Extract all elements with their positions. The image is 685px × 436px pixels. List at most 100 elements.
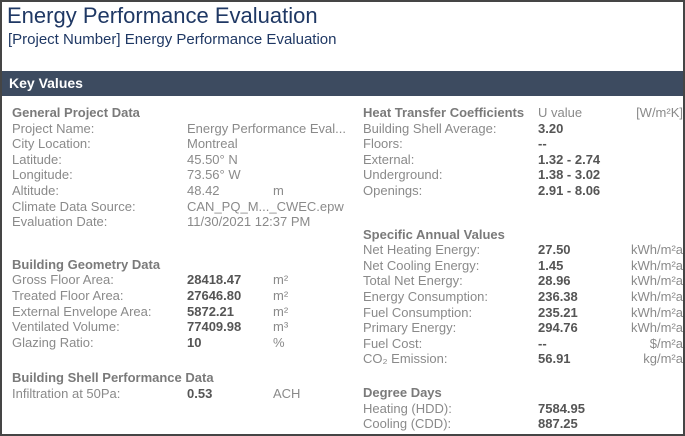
table-row: Cooling (CDD): 887.25 <box>363 416 683 432</box>
field-label: Underground: <box>363 167 443 183</box>
field-label: Openings: <box>363 182 423 198</box>
field-label: Fuel Cost: <box>363 335 423 351</box>
field-value: 3.20 <box>538 120 564 136</box>
section-heading: Building Geometry Data <box>12 256 161 272</box>
field-label: Gross Floor Area: <box>12 272 114 288</box>
field-unit: m² <box>273 303 289 319</box>
field-unit: m <box>273 182 284 198</box>
field-value: 56.91 <box>538 351 571 367</box>
field-label: Heating (HDD): <box>363 400 452 416</box>
table-row: Altitude: 48.42 m <box>12 183 357 199</box>
column-header-u-value: U value <box>538 105 583 120</box>
table-row: Total Net Energy: 28.96 kWh/m²a <box>363 273 683 289</box>
table-row: Net Cooling Energy: 1.45 kWh/m²a <box>363 258 683 274</box>
section-heading: Building Shell Performance Data <box>12 370 214 386</box>
field-label: Fuel Consumption: <box>363 304 473 320</box>
section-heading: Heat Transfer Coefficients <box>363 105 525 120</box>
section-building-geometry-data: Building Geometry Data Gross Floor Area:… <box>12 257 357 351</box>
field-value: 73.56° W <box>187 167 241 183</box>
field-label: Net Cooling Energy: <box>363 257 480 273</box>
field-label: Ventilated Volume: <box>12 319 120 335</box>
field-label: Primary Energy: <box>363 320 457 336</box>
section-heading-row: Heat Transfer Coefficients U value [W/m²K] <box>363 105 683 121</box>
table-row: City Location: Montreal <box>12 136 357 152</box>
field-value: -- <box>538 136 547 152</box>
table-row: Fuel Cost: -- $/m²a <box>363 336 683 352</box>
field-value: 27646.80 <box>187 287 242 303</box>
table-row: Energy Consumption: 236.38 kWh/m²a <box>363 289 683 305</box>
field-label: Treated Floor Area: <box>12 287 124 303</box>
table-row: External: 1.32 - 2.74 <box>363 152 683 168</box>
field-label: Net Heating Energy: <box>363 242 481 258</box>
table-row: Glazing Ratio: 10% <box>12 335 357 351</box>
field-unit: kg/m²a <box>643 351 683 367</box>
field-unit: % <box>273 334 285 350</box>
table-row: Latitude: 45.50° N <box>12 152 357 168</box>
column-header-unit: [W/m²K] <box>636 105 683 120</box>
field-value: 1.32 - 2.74 <box>538 151 601 167</box>
field-value: 28418.47 <box>187 272 242 288</box>
field-label: Building Shell Average: <box>363 120 497 136</box>
field-label: Longitude: <box>12 167 73 183</box>
table-row: Underground: 1.38 - 3.02 <box>363 167 683 183</box>
field-value: 1.45 <box>538 257 564 273</box>
field-label: Latitude: <box>12 151 62 167</box>
field-label: Floors: <box>363 136 403 152</box>
field-value: -- <box>538 335 547 351</box>
table-row: Building Shell Average: 3.20 <box>363 121 683 137</box>
section-building-shell-performance: Building Shell Performance Data Infiltra… <box>12 370 357 401</box>
field-unit: kWh/m²a <box>631 242 683 258</box>
section-heading: Specific Annual Values <box>363 226 505 242</box>
field-value: 294.76 <box>538 320 578 336</box>
table-row: Openings: 2.91 - 8.06 <box>363 183 683 199</box>
table-row: Treated Floor Area: 27646.80 m² <box>12 288 357 304</box>
field-label: Evaluation Date: <box>12 214 108 230</box>
table-row: Longitude: 73.56° W <box>12 167 357 183</box>
table-row: Evaluation Date: 11/30/2021 12:37 PM <box>12 214 357 230</box>
field-unit: kWh/m²a <box>631 304 683 320</box>
field-label: External: <box>363 151 415 167</box>
table-row: Fuel Consumption: 235.21 kWh/m²a <box>363 305 683 321</box>
field-value: 887.25 <box>538 416 578 432</box>
field-unit: kWh/m²a <box>631 288 683 304</box>
section-header-key-values: Key Values <box>2 71 683 96</box>
page-title: Energy Performance Evaluation <box>7 3 318 28</box>
field-value: Montreal <box>187 136 238 152</box>
field-value: 235.21 <box>538 304 578 320</box>
right-column: Heat Transfer Coefficients U value [W/m²K]… <box>363 105 683 432</box>
field-value: 236.38 <box>538 288 578 304</box>
field-label: Total Net Energy: <box>363 273 463 289</box>
field-unit: m² <box>273 272 289 288</box>
field-label: Energy Consumption: <box>363 288 489 304</box>
table-row: Infiltration at 50Pa: 0.53 ACH <box>12 386 357 402</box>
field-value: 48.42 <box>187 182 220 198</box>
table-row: External Envelope Area: 5872.21 m² <box>12 304 357 320</box>
table-row: Gross Floor Area: 28418.47 m² <box>12 272 357 288</box>
field-value: 7584.95 <box>538 400 585 416</box>
field-value: 45.50° N <box>187 151 238 167</box>
table-row: Primary Energy: 294.76 kWh/m²a <box>363 320 683 336</box>
field-label: Climate Data Source: <box>12 198 136 214</box>
field-label: Cooling (CDD): <box>363 416 452 432</box>
field-unit: m² <box>273 287 289 303</box>
field-value: 77409.98 <box>187 319 242 335</box>
field-unit: ACH <box>273 385 301 401</box>
section-general-project-data: General Project Data Project Name: Energy… <box>12 105 357 230</box>
table-row: CO₂ Emission: 56.91 kg/m²a <box>363 351 683 367</box>
field-label: Altitude: <box>12 182 59 198</box>
field-value: Energy Performance Eval... <box>187 120 346 136</box>
field-value: 0.53 <box>187 385 213 401</box>
field-unit: kWh/m²a <box>631 257 683 273</box>
field-unit: $/m²a <box>649 335 683 351</box>
table-row: Heating (HDD): 7584.95 <box>363 401 683 417</box>
field-value: 28.96 <box>538 273 571 289</box>
field-value: 1.38 - 3.02 <box>538 167 601 183</box>
field-value: CAN_PQ_M..._CWEC.epw <box>187 198 344 214</box>
field-value: 5872.21 <box>187 303 234 319</box>
page-subtitle: [Project Number] Energy Performance Eval… <box>8 31 337 48</box>
section-heat-transfer-coefficients: Heat Transfer Coefficients U value [W/m²K]… <box>363 105 683 199</box>
section-heading: Degree Days <box>363 384 442 400</box>
field-label: City Location: <box>12 136 91 152</box>
field-label: Glazing Ratio: <box>12 334 94 350</box>
field-unit: kWh/m²a <box>631 273 683 289</box>
